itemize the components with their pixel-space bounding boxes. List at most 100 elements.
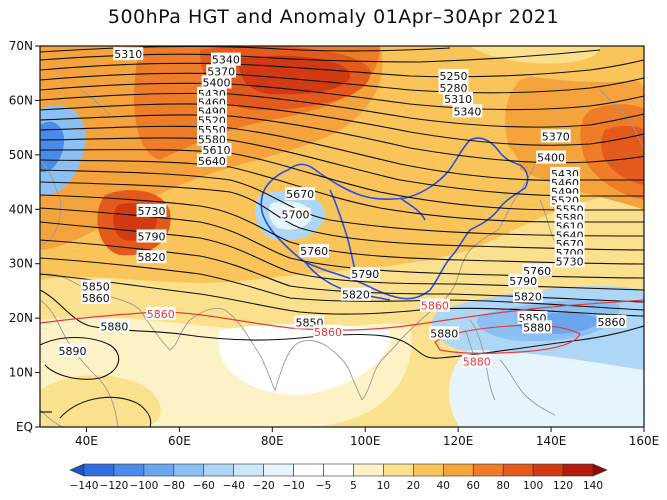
colorbar-swatch [203,463,235,477]
contour-label-bg [99,319,130,333]
contour-label: 5280 [440,82,468,95]
colorbar-swatch [442,463,474,477]
contour-label: 5730 [138,205,166,218]
contour-label: 5880 [463,356,491,369]
contour-label-bg [452,104,483,118]
country-borders [260,137,529,301]
contour-label: 5880 [523,321,551,334]
contour-label-bg [536,150,566,164]
contour-label-bg [438,80,469,94]
lon-tick-label: 100E [350,434,381,448]
lat-tick-label: EQ [16,420,33,434]
latitude-ticks: EQ 10N 20N 30N 40N 50N 60N 70N [9,39,40,434]
colorbar-label: 10 [377,480,390,492]
lon-tick-label: 80E [261,434,284,448]
contour-label-bg [80,291,111,305]
contour-label-bg [508,274,539,288]
contour-label: 5400 [203,76,231,89]
colorbar-label: −60 [193,480,215,492]
colorbar-label: −140 [70,480,99,492]
contour-label-bg [80,279,111,293]
contour-label: 5790 [138,231,166,244]
colorbar-swatch [323,463,354,477]
colorbar-swatch [233,463,264,477]
colorbar-label: −5 [316,480,331,492]
colorbar-label: −120 [100,480,129,492]
contour-label: 5880 [100,320,128,333]
colorbar-swatch [173,463,205,477]
contour-label-bg [429,326,460,340]
contour-label-bg [438,68,469,82]
contour-label: 5700 [282,209,310,222]
contour-label-bg [136,229,167,243]
contour-label: 5790 [509,275,537,288]
map-title: 500hPa HGT and Anomaly 01Apr–30Apr 2021 [107,6,560,28]
contour-label-bg [341,287,371,301]
lat-tick-label: 20N [9,311,33,325]
colorbar-swatch [472,463,504,477]
lat-tick-label: 30N [9,257,33,271]
colorbar-swatch [502,463,534,477]
contour-label-bg [540,129,571,143]
colorbar-swatch [353,463,384,477]
contour-label: 5730 [556,256,584,269]
contour-label-bg [443,91,474,105]
contour-label: 5820 [138,251,166,264]
colorbar-swatch [293,463,324,477]
contour-label: 5860 [421,300,449,313]
contour-label: 5370 [542,130,570,143]
contour-label-bg [522,320,553,334]
colorbar: −140 −120 −100 −80 −60 −40 −20 −10 −5 5 10 20 40 60 80… [69,463,608,492]
contour-label-bg [596,314,627,328]
contour-label-bg [145,306,176,320]
colorbar-swatch [83,463,115,477]
colorbar-label: 120 [553,480,573,492]
colorbar-label: −20 [253,480,275,492]
contour-label: 5310 [114,48,142,61]
lon-tick-label: 140E [536,434,567,448]
contour-label-bg [313,324,343,338]
coastlines [40,89,644,427]
colorbar-label: 40 [437,480,450,492]
contour-label-bg [206,64,237,78]
contour-label: 5640 [198,155,226,168]
longitude-ticks: 40E 60E 80E 100E 120E 140E 160E [75,427,659,448]
contour-label-bg [197,122,227,136]
colorbar-swatch [562,463,594,477]
contour-label: 5860 [82,292,110,305]
contour-label-bg [554,254,585,268]
contour-label: 5820 [342,289,370,302]
contour-label: 5610 [203,144,231,157]
lat-tick-label: 70N [9,39,33,53]
contour-label: 5850 [82,281,110,294]
contour-label-bg [136,203,167,217]
lon-tick-label: 120E [443,434,474,448]
contour-label-bg [280,207,311,221]
colorbar-label: 80 [496,480,509,492]
contour-label-bg [201,142,232,156]
contour-label: 5340 [453,105,481,118]
colorbar-swatch [69,463,85,477]
contour-label: 5400 [537,152,565,165]
contour-label: 5670 [286,188,314,201]
colorbar-swatch [113,463,145,477]
colorbar-swatch [592,463,608,477]
contour-label: 5880 [430,327,458,340]
colorbar-label: 60 [467,480,480,492]
contour-label-bg [57,343,88,357]
colorbar-swatch [263,463,294,477]
contour-label: 5760 [300,245,328,258]
contour-label-bg [512,289,543,303]
contour-label: 5370 [207,66,235,79]
colorbar-label: 5 [350,480,357,492]
lon-tick-label: 40E [75,434,98,448]
colorbar-swatch [383,463,414,477]
colorbar-label: 100 [523,480,543,492]
lat-tick-label: 60N [9,93,33,107]
colorbar-label: 20 [407,480,420,492]
lat-tick-label: 10N [9,366,33,380]
contour-label-bg [420,298,450,312]
contour-label-bg [285,187,316,201]
contour-label-bg [201,75,232,89]
